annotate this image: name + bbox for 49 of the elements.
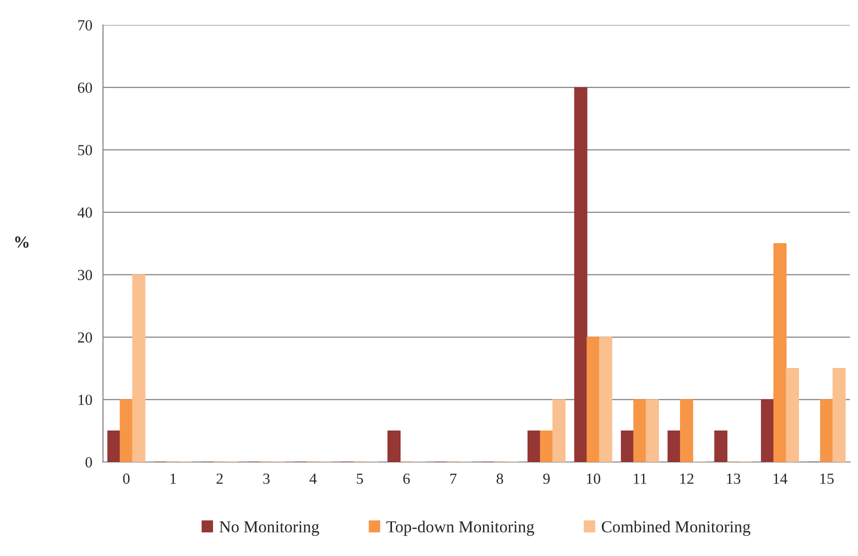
x-tick-label: 12 [680, 474, 694, 484]
x-tick-label: 15 [820, 474, 834, 484]
x-tick-label: 11 [634, 474, 646, 484]
x-tick-label: 7 [450, 474, 457, 484]
bar [760, 399, 774, 462]
legend-label: No Monitoring [219, 521, 320, 536]
bar [620, 430, 634, 462]
y-tick-label: 50 [78, 145, 92, 156]
y-tick-label: 10 [78, 394, 92, 406]
x-tick-label: 13 [726, 474, 740, 484]
bar [552, 399, 566, 462]
bar [832, 368, 846, 462]
bar [773, 243, 787, 462]
y-tick-label: 40 [78, 207, 92, 218]
y-tick-label: 20 [78, 332, 92, 343]
y-tick-label: 70 [78, 20, 92, 30]
x-tick-label: 8 [496, 474, 504, 484]
legend-label: Combined Monitoring [602, 520, 750, 536]
bar [714, 430, 728, 462]
y-tick-label: 0 [86, 457, 92, 468]
x-tick-label: 10 [586, 474, 600, 484]
bar [786, 368, 799, 462]
bar [680, 399, 694, 462]
x-tick-label: 0 [123, 474, 130, 484]
bar [820, 399, 834, 462]
bar [633, 399, 646, 462]
bar [107, 430, 120, 462]
x-tick-label: 4 [310, 474, 317, 484]
bar [574, 87, 588, 462]
x-tick-label: 3 [263, 474, 270, 484]
bar [599, 336, 612, 462]
x-tick-label: 2 [216, 474, 223, 484]
x-tick-label: 6 [403, 474, 410, 484]
bar [120, 399, 133, 462]
bar [132, 274, 146, 462]
y-tick-label: 60 [78, 82, 92, 93]
x-tick-label: 1 [170, 474, 176, 484]
y-axis-title: % [15, 236, 29, 248]
bar [540, 430, 554, 462]
bar [528, 430, 541, 462]
legend-label: Top-down Monitoring [386, 520, 534, 536]
bar [646, 399, 659, 462]
x-tick-label: 9 [543, 474, 550, 484]
bar [387, 430, 401, 462]
bar [668, 430, 681, 462]
x-tick-label: 5 [356, 474, 364, 484]
y-tick-label: 30 [78, 270, 92, 280]
x-tick-label: 14 [774, 474, 788, 484]
bar [586, 336, 600, 462]
